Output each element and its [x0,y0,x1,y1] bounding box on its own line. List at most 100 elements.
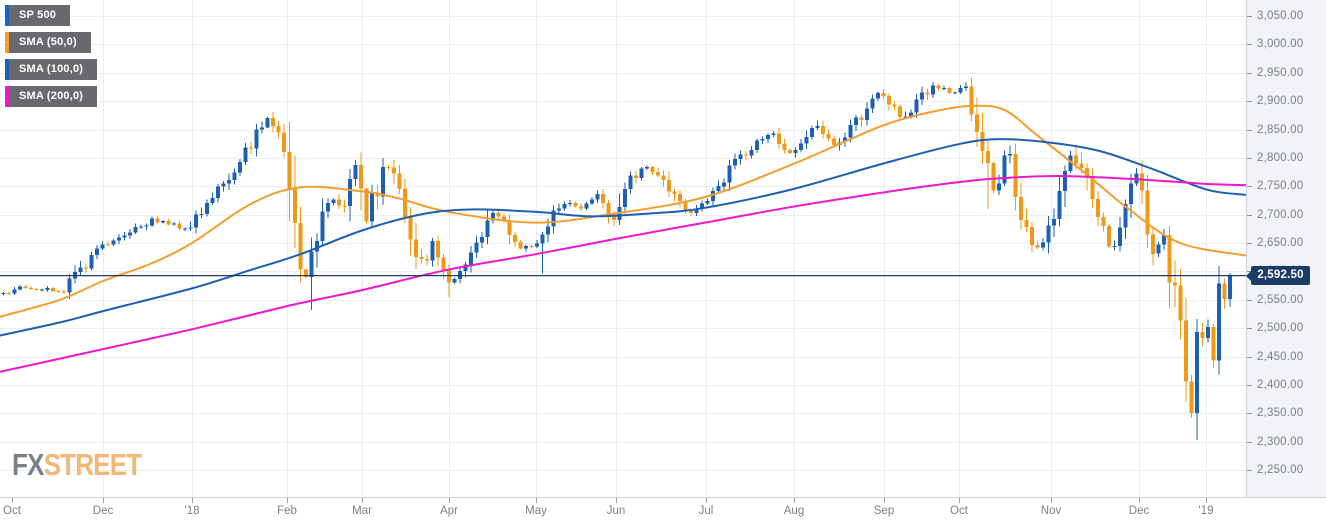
sma-line-200 [0,174,1246,373]
candle-body-down [403,188,407,217]
candle-body-down [84,267,88,269]
candle-body-up [353,165,358,179]
candle-body-up [848,125,853,138]
candle-body-up [78,267,83,273]
candle-body-down [337,199,341,206]
candle-body-down [287,152,292,189]
candle-body-up [755,140,759,151]
sma-line-100 [0,138,1246,337]
candle-body-up [562,204,567,209]
candle-body-up [551,210,556,227]
last-price-badge: 2,592.50 [1246,266,1310,285]
candle-body-up [12,289,17,294]
legend-item-sp-500[interactable]: SP 500 [5,5,71,26]
y-axis-label: 2,250.00 [1257,464,1304,476]
candle-body-down [513,235,517,243]
candle-body-up [876,93,880,99]
candle-body-up [1156,244,1161,254]
x-axis-label: '18 [184,505,200,517]
candle-body-down [397,173,402,189]
candle-body-up [843,137,847,143]
x-axis-label: Jul [698,505,714,517]
candle-body-up [1206,327,1210,338]
candle-body-up [854,117,858,125]
candle-body-up [942,88,946,89]
candle-body-up [381,167,385,197]
candle-body-down [832,138,836,146]
candle-body-down [293,188,297,223]
x-axis-label: Feb [277,505,297,517]
candle-body-up [161,220,165,223]
candle-body-up [1217,283,1221,361]
candle-body-up [815,125,820,129]
x-axis-tick [1206,498,1207,503]
candle-body-up [623,189,627,207]
candle-body-up [1068,155,1073,171]
candle-body-up [95,248,99,255]
y-axis-label: 2,650.00 [1257,237,1304,249]
y-axis-tick [1247,158,1252,159]
candle-body-down [788,149,792,154]
price-chart-canvas[interactable] [0,0,1246,497]
candle-body-down [408,216,413,240]
candle-body-up [1123,203,1128,228]
candle-body-down [1074,155,1078,164]
candle-body-down [441,257,446,270]
candle-body-up [639,168,644,178]
candle-body-up [1129,183,1133,204]
candle-body-up [557,208,561,211]
candle-body-up [370,192,374,222]
x-axis-tick [362,498,363,503]
candle-body-down [683,201,688,210]
candle-body-up [254,129,259,149]
candle-body-down [1200,332,1205,338]
candle-body-up [469,252,473,265]
candle-body-up [749,150,754,156]
candle-body-up [265,118,270,128]
x-axis-label: '19 [1198,505,1214,517]
candle-body-down [276,126,281,133]
candle-body-up [628,175,633,190]
y-axis-label: 2,700.00 [1257,209,1304,221]
candle-body-down [782,144,787,150]
candle-body-up [1046,225,1051,243]
candle-body-up [18,286,22,290]
candle-body-down [672,191,677,194]
candle-body-up [535,243,539,247]
candle-body-down [1024,220,1029,227]
candle-body-up [183,228,187,230]
candle-body-down [650,167,655,172]
candle-body-down [656,171,660,176]
candle-body-up [804,137,809,144]
legend-item-sma-200-0[interactable]: SMA (200,0) [5,86,98,107]
legend-item-sma-50-0[interactable]: SMA (50,0) [5,32,91,53]
candle-body-up [716,186,721,191]
candle-body-down [304,269,308,278]
candle-body-down [678,193,682,202]
candle-body-up [524,246,528,249]
candle-body-down [859,117,864,121]
candle-body-up [45,288,50,290]
candle-body-down [1090,177,1095,199]
candle-body-down [898,106,902,117]
y-axis-tick [1247,215,1252,216]
legend-color-stripe [5,59,9,80]
x-axis-label: May [525,505,547,517]
candle-body-up [463,264,468,272]
candle-body-up [1002,155,1007,184]
candle-body-up [1057,191,1062,220]
candle-body-down [579,206,583,209]
candle-body-down [496,213,501,217]
candle-body-down [271,118,275,127]
x-axis-label: Aug [783,505,805,517]
x-axis-tick [103,498,104,503]
candle-body-up [243,147,248,162]
candle-body-up [221,183,226,187]
candle-body-up [700,203,704,210]
y-axis-tick [1247,186,1252,187]
legend-item-sma-100-0[interactable]: SMA (100,0) [5,59,98,80]
candle-body-up [227,180,231,184]
legend-label: SMA (50,0) [9,32,91,53]
candle-body-up [1052,219,1056,226]
